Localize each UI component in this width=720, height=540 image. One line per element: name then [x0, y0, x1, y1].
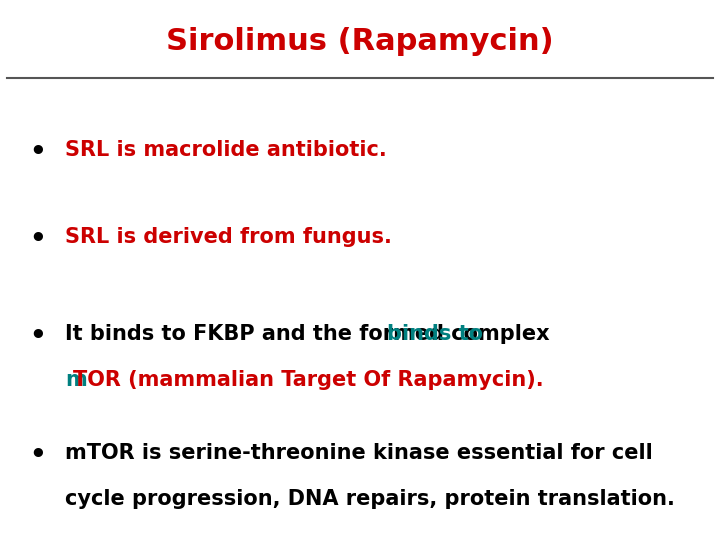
- Text: SRL is derived from fungus.: SRL is derived from fungus.: [65, 227, 392, 247]
- Text: •: •: [29, 324, 45, 350]
- Text: SRL is macrolide antibiotic.: SRL is macrolide antibiotic.: [65, 140, 387, 160]
- Text: •: •: [29, 443, 45, 469]
- Text: TOR (mammalian Target Of Rapamycin).: TOR (mammalian Target Of Rapamycin).: [73, 370, 544, 390]
- Text: •: •: [29, 227, 45, 253]
- Text: Sirolimus (Rapamycin): Sirolimus (Rapamycin): [166, 27, 554, 56]
- Text: •: •: [29, 140, 45, 166]
- Text: m: m: [65, 370, 86, 390]
- Text: cycle progression, DNA repairs, protein translation.: cycle progression, DNA repairs, protein …: [65, 489, 675, 509]
- Text: binds to: binds to: [387, 324, 483, 344]
- Text: mTOR is serine-threonine kinase essential for cell: mTOR is serine-threonine kinase essentia…: [65, 443, 652, 463]
- Text: It binds to FKBP and the formed complex: It binds to FKBP and the formed complex: [65, 324, 557, 344]
